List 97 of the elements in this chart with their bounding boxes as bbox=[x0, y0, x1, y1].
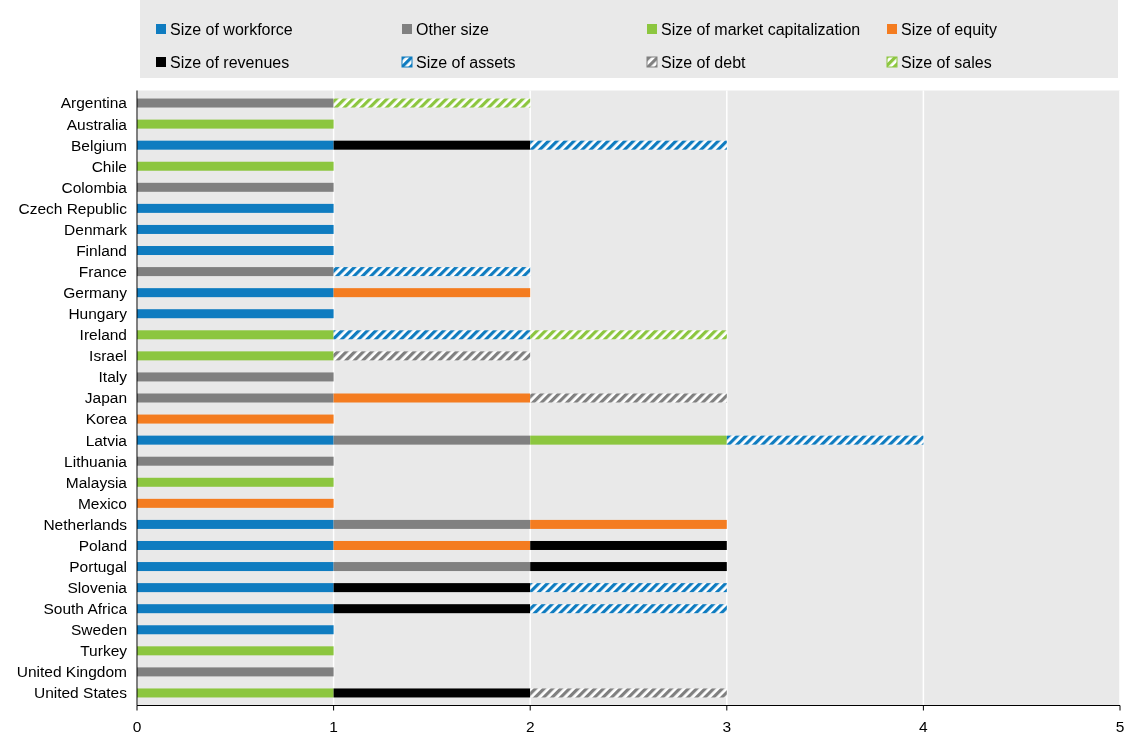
bar bbox=[333, 267, 531, 277]
y-tick-label: Mexico bbox=[77, 494, 127, 512]
bar bbox=[137, 203, 334, 213]
x-tick-label: 1 bbox=[329, 717, 338, 735]
x-tick-label: 0 bbox=[132, 717, 142, 735]
bar bbox=[137, 98, 334, 108]
bar bbox=[333, 435, 531, 445]
x-tick-label: 3 bbox=[722, 717, 732, 735]
y-tick-label: Argentina bbox=[60, 94, 128, 112]
y-tick-label: Netherlands bbox=[43, 515, 128, 533]
y-tick-label: Ireland bbox=[79, 326, 127, 344]
y-tick-label: Australia bbox=[66, 115, 128, 133]
bar bbox=[530, 688, 727, 698]
y-tick-label: Denmark bbox=[64, 220, 128, 238]
y-tick-label: Belgium bbox=[71, 136, 127, 154]
x-tick-label: 2 bbox=[525, 717, 535, 735]
legend-label: Size of assets bbox=[416, 53, 516, 71]
bar bbox=[530, 583, 727, 593]
bar bbox=[530, 330, 727, 340]
bar bbox=[333, 393, 531, 403]
y-tick-label: Malaysia bbox=[65, 473, 128, 491]
bar bbox=[137, 351, 334, 361]
y-tick-label: Sweden bbox=[70, 621, 127, 639]
bar bbox=[137, 688, 334, 698]
y-tick-label: Portugal bbox=[69, 557, 127, 575]
bar bbox=[333, 562, 531, 572]
bar bbox=[137, 224, 334, 234]
bar bbox=[333, 140, 531, 150]
y-tick-label: France bbox=[78, 263, 127, 281]
bar bbox=[333, 688, 531, 698]
y-tick-label: Colombia bbox=[61, 178, 128, 196]
bar bbox=[137, 540, 334, 550]
bar bbox=[137, 435, 334, 445]
bar bbox=[137, 393, 334, 403]
y-tick-label: Slovenia bbox=[67, 579, 128, 597]
legend-label: Size of debt bbox=[661, 53, 747, 71]
y-tick-label: United Kingdom bbox=[16, 663, 127, 681]
bar bbox=[530, 393, 727, 403]
legend-label: Size of revenues bbox=[170, 53, 290, 71]
y-tick-label: Japan bbox=[84, 389, 127, 407]
y-tick-label: Chile bbox=[91, 157, 127, 175]
bar bbox=[137, 414, 334, 424]
y-tick-label: South Africa bbox=[43, 600, 128, 618]
y-tick-label: Czech Republic bbox=[18, 199, 128, 217]
legend-label: Other size bbox=[416, 20, 490, 38]
y-tick-label: United States bbox=[33, 684, 128, 702]
y-tick-label: Germany bbox=[63, 284, 128, 302]
bar bbox=[137, 182, 334, 192]
legend-label: Size of sales bbox=[901, 53, 992, 71]
bar bbox=[333, 604, 531, 614]
bar bbox=[137, 477, 334, 487]
bar bbox=[726, 435, 924, 445]
bar bbox=[530, 562, 727, 572]
bar bbox=[333, 519, 531, 529]
y-tick-label: Korea bbox=[85, 410, 128, 428]
bar bbox=[530, 140, 727, 150]
bar bbox=[137, 562, 334, 572]
bar bbox=[333, 288, 531, 298]
bar bbox=[137, 456, 334, 466]
x-tick-label: 5 bbox=[1115, 717, 1125, 735]
bar bbox=[530, 604, 727, 614]
legend-label: Size of equity bbox=[901, 20, 998, 38]
bar bbox=[137, 267, 334, 277]
legend-label: Size of market capitalization bbox=[661, 20, 861, 38]
bar bbox=[137, 246, 334, 256]
legend-label: Size of workforce bbox=[170, 20, 293, 38]
bar bbox=[137, 119, 334, 129]
bar bbox=[137, 309, 334, 319]
y-tick-label: Turkey bbox=[80, 642, 128, 660]
bar bbox=[137, 372, 334, 382]
bar bbox=[137, 161, 334, 171]
bar bbox=[137, 498, 334, 508]
bar bbox=[137, 330, 334, 340]
bar bbox=[333, 98, 531, 108]
y-tick-label: Lithuania bbox=[64, 452, 128, 470]
bar bbox=[530, 435, 727, 445]
bar bbox=[137, 288, 334, 298]
bar bbox=[137, 140, 334, 150]
bar bbox=[530, 540, 727, 550]
x-tick-label: 4 bbox=[919, 717, 929, 735]
y-tick-label: Israel bbox=[89, 347, 127, 365]
bar bbox=[137, 519, 334, 529]
bar bbox=[137, 604, 334, 614]
bar bbox=[137, 646, 334, 656]
y-tick-label: Latvia bbox=[85, 431, 128, 449]
y-tick-label: Poland bbox=[78, 536, 127, 554]
bar bbox=[333, 583, 531, 593]
bar bbox=[137, 583, 334, 593]
bar bbox=[333, 540, 531, 550]
bar bbox=[137, 625, 334, 635]
y-tick-label: Hungary bbox=[68, 305, 128, 323]
bar bbox=[530, 519, 727, 529]
bar bbox=[333, 330, 531, 340]
bar bbox=[333, 351, 531, 361]
bar bbox=[137, 667, 334, 677]
y-tick-label: Finland bbox=[76, 241, 127, 259]
y-tick-label: Italy bbox=[98, 368, 128, 386]
